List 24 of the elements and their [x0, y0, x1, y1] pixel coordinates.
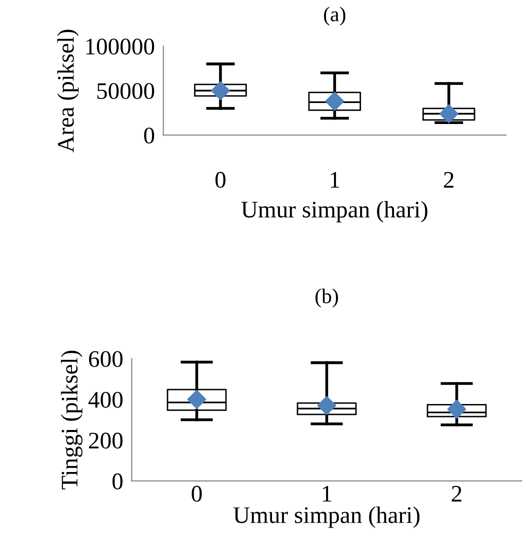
point: [325, 92, 344, 111]
y-tick-label: 100000: [86, 38, 154, 55]
point: [210, 81, 230, 100]
y-axis-title: Tinggi (piksel): [60, 350, 82, 490]
x-tick-label: 1: [330, 172, 340, 188]
x-tick-label: 0: [192, 486, 202, 502]
y-tick-label: 400: [88, 392, 123, 408]
y-axis-title: Area (piksel): [57, 30, 79, 152]
chart-title: (b): [316, 288, 338, 308]
y-tick-label: 0: [112, 473, 123, 490]
x-tick-label: 0: [215, 172, 226, 188]
x-tick-label: 2: [452, 486, 462, 502]
x-axis-title: Umur simpan (hari): [241, 200, 428, 222]
y-tick-label: 600: [89, 351, 123, 368]
point: [447, 400, 466, 419]
y-tick-label: 50000: [97, 83, 154, 100]
y-tick-label: 0: [144, 128, 154, 144]
point: [317, 396, 336, 415]
x-tick-label: 2: [444, 172, 454, 188]
chart-title: (a): [324, 6, 346, 26]
point: [439, 104, 458, 124]
x-tick-label: 1: [322, 486, 332, 502]
x-axis-title: Umur simpan (hari): [233, 506, 420, 528]
y-tick-label: 200: [89, 432, 123, 449]
